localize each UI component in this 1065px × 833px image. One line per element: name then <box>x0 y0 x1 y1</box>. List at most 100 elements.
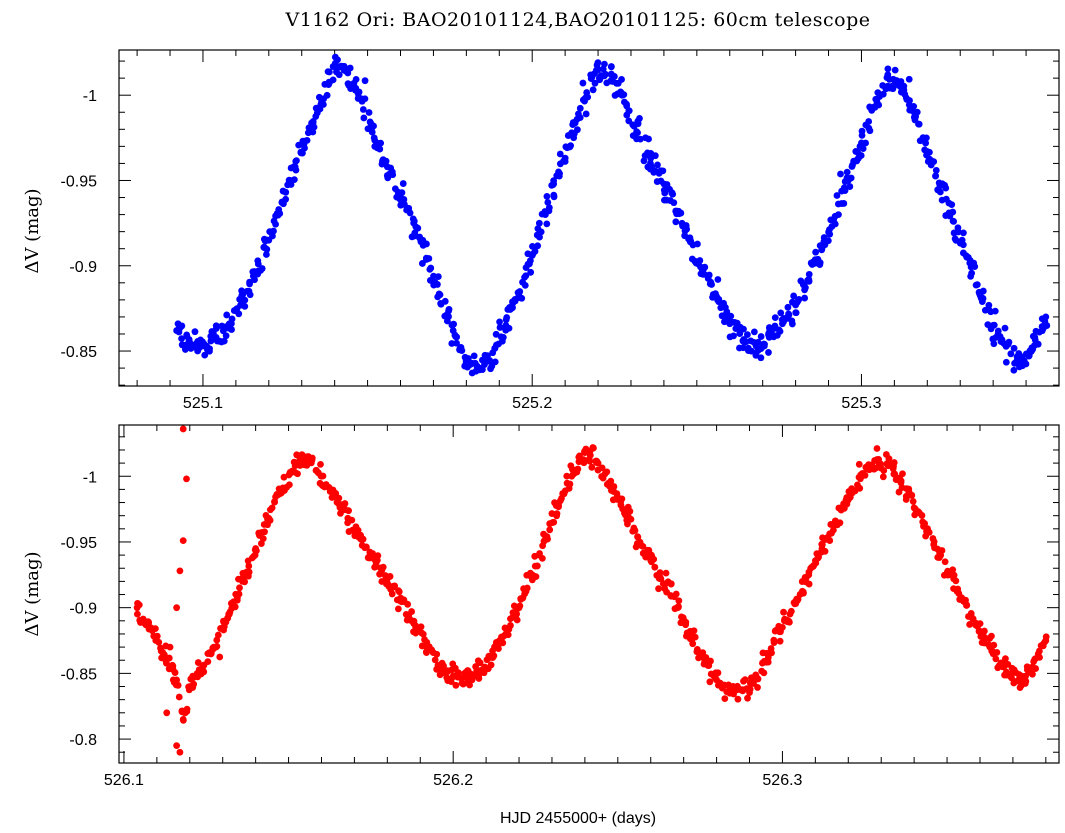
data-point <box>922 134 930 142</box>
data-point <box>840 200 848 207</box>
data-point <box>750 328 758 336</box>
data-point <box>195 344 203 352</box>
bottom-plot-frame <box>118 424 1060 764</box>
data-point <box>723 308 731 316</box>
data-point <box>582 110 590 118</box>
data-point <box>775 622 783 630</box>
data-point <box>213 636 221 644</box>
data-point <box>394 605 402 613</box>
data-point <box>276 210 284 217</box>
data-point <box>213 642 221 650</box>
data-point <box>359 535 367 543</box>
data-point <box>293 157 300 165</box>
data-point <box>959 241 967 249</box>
data-point <box>369 550 377 557</box>
data-point <box>821 547 829 555</box>
data-point <box>949 566 957 574</box>
data-point <box>556 497 564 505</box>
data-point <box>884 65 892 73</box>
data-point <box>610 483 618 490</box>
data-point <box>651 152 659 160</box>
data-point <box>862 139 869 147</box>
data-point <box>537 228 545 236</box>
data-point <box>990 340 998 348</box>
data-point <box>263 245 271 253</box>
data-point <box>858 127 866 135</box>
data-point <box>601 60 608 68</box>
data-point <box>466 681 473 689</box>
data-point <box>730 332 737 340</box>
top-axes: 525.1 525.2 525.3 -1 -0.95 -0.9 -0.85 <box>61 50 1060 412</box>
data-point <box>1022 677 1030 685</box>
data-point <box>915 120 923 128</box>
bottom-y-tick-label: -0.85 <box>61 666 98 683</box>
data-point <box>636 135 644 143</box>
data-point <box>245 568 253 576</box>
data-point <box>183 475 190 483</box>
data-point <box>145 619 153 626</box>
data-point <box>670 199 678 207</box>
data-point <box>404 600 412 608</box>
data-point <box>949 208 957 216</box>
data-point <box>976 620 984 628</box>
data-point <box>602 70 609 78</box>
data-point <box>1007 350 1015 358</box>
data-point <box>805 580 813 588</box>
data-point <box>777 309 785 317</box>
data-point <box>636 115 643 122</box>
data-point <box>329 76 337 84</box>
data-point <box>754 338 762 346</box>
data-point <box>354 526 362 534</box>
data-point <box>524 250 532 258</box>
data-point <box>228 326 235 333</box>
data-point <box>829 526 837 534</box>
data-point <box>1042 633 1050 641</box>
data-point <box>533 562 541 570</box>
data-point <box>455 669 462 677</box>
data-point <box>491 358 499 366</box>
data-point <box>757 333 765 340</box>
data-point <box>564 132 572 139</box>
data-point <box>879 473 887 481</box>
data-point <box>175 693 183 701</box>
data-point <box>251 546 259 554</box>
data-point <box>897 477 905 485</box>
top-plot-frame <box>118 49 1060 387</box>
data-point <box>216 653 224 661</box>
data-point <box>521 281 529 289</box>
data-point <box>588 463 596 471</box>
data-point <box>780 608 787 616</box>
data-point <box>590 444 597 452</box>
data-point <box>487 661 495 669</box>
data-point <box>754 675 762 683</box>
data-point <box>618 76 625 83</box>
data-point <box>292 166 300 174</box>
data-point <box>677 209 685 217</box>
data-point <box>379 563 387 571</box>
data-point <box>968 269 976 277</box>
data-point <box>561 158 569 165</box>
data-point <box>1036 653 1043 661</box>
data-point <box>282 188 290 196</box>
data-point <box>938 547 946 554</box>
data-point <box>1029 670 1036 678</box>
data-point <box>408 608 416 615</box>
x-axis-label: HJD 2455000+ (days) <box>500 810 656 827</box>
data-point <box>341 500 349 507</box>
data-point <box>785 310 792 318</box>
top-x-tick-label: 525.1 <box>183 395 223 412</box>
data-point <box>816 261 824 269</box>
data-point <box>153 632 161 640</box>
data-point <box>856 484 864 492</box>
data-point <box>513 610 520 618</box>
data-point <box>910 102 918 110</box>
data-point <box>991 307 999 315</box>
data-point <box>607 63 615 70</box>
data-point <box>263 236 271 244</box>
data-point <box>942 184 950 192</box>
data-point <box>458 674 465 682</box>
data-point <box>776 637 784 645</box>
data-point <box>189 684 197 691</box>
data-point <box>831 220 839 228</box>
data-point <box>513 616 521 624</box>
